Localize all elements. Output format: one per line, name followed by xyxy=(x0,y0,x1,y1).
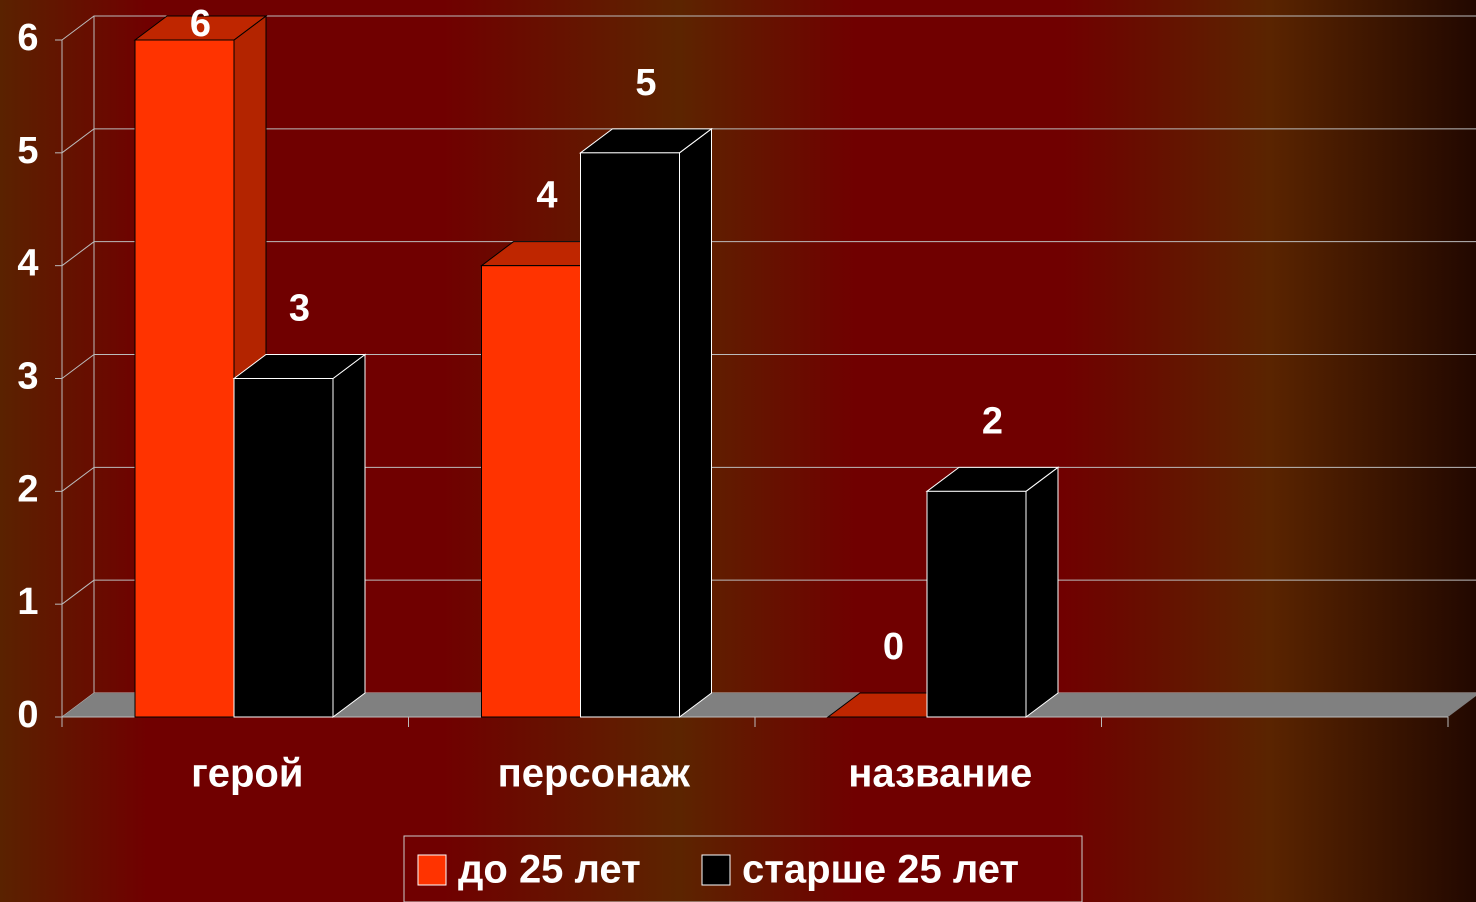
data-label: 6 xyxy=(190,3,211,45)
y-tick-label: 0 xyxy=(17,694,38,736)
x-tick-label: название xyxy=(848,752,1032,796)
floor xyxy=(62,693,1476,717)
bar-front xyxy=(233,378,334,718)
bar xyxy=(579,127,713,718)
bar-side xyxy=(332,353,366,718)
legend-box xyxy=(403,835,1083,902)
y-tick-label: 2 xyxy=(17,468,38,510)
bar-front xyxy=(926,490,1027,718)
y-tick-label: 4 xyxy=(17,243,38,285)
data-label: 5 xyxy=(635,62,656,104)
bar-front xyxy=(580,152,680,718)
bar xyxy=(925,466,1060,718)
y-tick-label: 3 xyxy=(17,356,38,398)
data-label: 2 xyxy=(982,400,1003,442)
data-label: 4 xyxy=(536,175,557,217)
y-tick-label: 1 xyxy=(17,581,38,623)
y-tick-label: 6 xyxy=(17,17,38,59)
x-tick-label: герой xyxy=(191,752,303,796)
data-label: 3 xyxy=(289,288,310,330)
legend-label: до 25 лет xyxy=(458,848,641,892)
legend: до 25 лет старше 25 лет xyxy=(403,835,1083,902)
legend-label: старше 25 лет xyxy=(742,848,1019,892)
legend-swatch xyxy=(417,854,447,886)
bar-side xyxy=(1025,466,1059,718)
bar-front xyxy=(134,39,235,718)
bar xyxy=(232,353,367,718)
bar-front xyxy=(481,265,581,718)
data-label: 0 xyxy=(883,626,904,668)
x-tick-label: персонаж xyxy=(498,752,691,796)
legend-swatch xyxy=(701,854,731,886)
bar-side xyxy=(679,127,712,718)
y-tick-label: 5 xyxy=(17,130,38,172)
